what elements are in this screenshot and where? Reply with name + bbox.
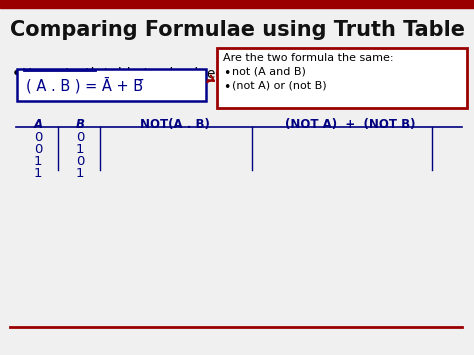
Text: 1: 1 (76, 167, 84, 180)
Text: B: B (75, 118, 84, 131)
Text: •: • (223, 67, 230, 80)
Text: •: • (12, 67, 21, 82)
Text: not (A and B): not (A and B) (232, 67, 306, 77)
Text: (not A) or (not B): (not A) or (not B) (232, 81, 327, 91)
Text: Use a truth table to check equivalence: Use a truth table to check equivalence (22, 67, 291, 81)
FancyBboxPatch shape (17, 69, 206, 101)
Text: ( A . B ) = Ā + B̅: ( A . B ) = Ā + B̅ (26, 77, 143, 93)
Text: 1: 1 (34, 155, 42, 168)
Text: 0: 0 (76, 131, 84, 144)
Text: 1: 1 (34, 167, 42, 180)
Text: •: • (223, 81, 230, 94)
Text: A: A (34, 118, 43, 131)
Text: Comparing Formulae using Truth Table: Comparing Formulae using Truth Table (10, 20, 465, 40)
FancyBboxPatch shape (217, 48, 467, 108)
Text: 0: 0 (34, 143, 42, 156)
Text: 0: 0 (34, 131, 42, 144)
Text: (NOT A)  +  (NOT B): (NOT A) + (NOT B) (285, 118, 415, 131)
Bar (0, 0, 474, 8)
Text: Are the two formula the same:: Are the two formula the same: (223, 53, 393, 63)
Text: NOT(A . B): NOT(A . B) (140, 118, 210, 131)
Text: 1: 1 (76, 143, 84, 156)
Text: 0: 0 (76, 155, 84, 168)
